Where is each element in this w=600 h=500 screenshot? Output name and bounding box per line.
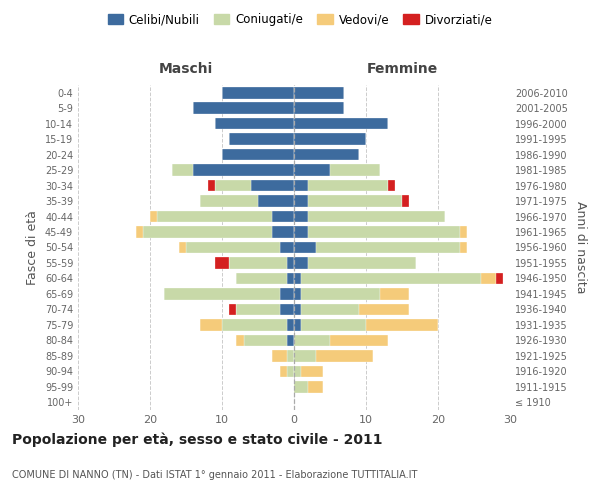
Text: Maschi: Maschi xyxy=(159,62,213,76)
Bar xyxy=(287,334,294,346)
Bar xyxy=(287,319,294,330)
Bar xyxy=(280,366,287,377)
Bar xyxy=(294,102,344,114)
Bar xyxy=(294,334,330,346)
Legend: Celibi/Nubili, Coniugati/e, Vedovi/e, Divorziati/e: Celibi/Nubili, Coniugati/e, Vedovi/e, Di… xyxy=(103,8,497,31)
Bar xyxy=(215,257,229,269)
Bar xyxy=(272,210,294,222)
Bar xyxy=(157,210,272,222)
Bar xyxy=(200,196,258,207)
Bar xyxy=(330,334,388,346)
Bar xyxy=(308,210,445,222)
Bar xyxy=(172,164,193,176)
Bar xyxy=(229,134,294,145)
Bar xyxy=(236,334,244,346)
Bar xyxy=(236,304,280,315)
Bar xyxy=(143,226,272,238)
Bar xyxy=(294,87,344,99)
Bar xyxy=(308,196,402,207)
Bar xyxy=(301,288,380,300)
Bar xyxy=(294,226,308,238)
Bar xyxy=(200,319,222,330)
Bar xyxy=(294,350,316,362)
Bar xyxy=(316,350,373,362)
Bar xyxy=(229,257,287,269)
Text: COMUNE DI NANNO (TN) - Dati ISTAT 1° gennaio 2011 - Elaborazione TUTTITALIA.IT: COMUNE DI NANNO (TN) - Dati ISTAT 1° gen… xyxy=(12,470,418,480)
Bar xyxy=(308,381,323,392)
Bar xyxy=(301,304,359,315)
Bar xyxy=(294,134,366,145)
Bar xyxy=(294,366,301,377)
Bar xyxy=(294,118,388,130)
Text: Popolazione per età, sesso e stato civile - 2011: Popolazione per età, sesso e stato civil… xyxy=(12,432,383,447)
Bar xyxy=(301,319,366,330)
Y-axis label: Fasce di età: Fasce di età xyxy=(26,210,39,285)
Bar xyxy=(380,288,409,300)
Bar xyxy=(294,149,359,160)
Bar xyxy=(366,319,438,330)
Bar xyxy=(222,319,287,330)
Bar xyxy=(229,304,236,315)
Bar xyxy=(294,304,301,315)
Bar xyxy=(294,196,308,207)
Bar xyxy=(294,210,308,222)
Bar xyxy=(280,242,294,254)
Bar xyxy=(294,180,308,192)
Bar xyxy=(308,257,416,269)
Bar xyxy=(287,350,294,362)
Bar xyxy=(150,210,157,222)
Bar xyxy=(251,180,294,192)
Text: Femmine: Femmine xyxy=(367,62,437,76)
Bar xyxy=(215,180,251,192)
Bar xyxy=(301,272,481,284)
Bar xyxy=(496,272,503,284)
Bar xyxy=(280,288,294,300)
Bar xyxy=(388,180,395,192)
Bar xyxy=(359,304,409,315)
Bar xyxy=(258,196,294,207)
Bar xyxy=(208,180,215,192)
Bar xyxy=(272,226,294,238)
Bar xyxy=(308,180,388,192)
Bar xyxy=(294,272,301,284)
Bar xyxy=(402,196,409,207)
Bar xyxy=(215,118,294,130)
Bar xyxy=(179,242,186,254)
Bar xyxy=(287,366,294,377)
Y-axis label: Anni di nascita: Anni di nascita xyxy=(574,201,587,294)
Bar xyxy=(316,242,460,254)
Bar xyxy=(330,164,380,176)
Bar xyxy=(460,226,467,238)
Bar xyxy=(294,319,301,330)
Bar xyxy=(287,272,294,284)
Bar xyxy=(236,272,287,284)
Bar xyxy=(460,242,467,254)
Bar xyxy=(301,366,323,377)
Bar xyxy=(481,272,496,284)
Bar xyxy=(222,149,294,160)
Bar xyxy=(294,257,308,269)
Bar xyxy=(186,242,280,254)
Bar xyxy=(308,226,460,238)
Bar xyxy=(287,257,294,269)
Bar xyxy=(294,242,316,254)
Bar xyxy=(164,288,280,300)
Bar xyxy=(280,304,294,315)
Bar xyxy=(193,102,294,114)
Bar xyxy=(136,226,143,238)
Bar xyxy=(272,350,287,362)
Bar xyxy=(244,334,287,346)
Bar xyxy=(294,288,301,300)
Bar xyxy=(193,164,294,176)
Bar xyxy=(294,381,308,392)
Bar xyxy=(294,164,330,176)
Bar xyxy=(222,87,294,99)
